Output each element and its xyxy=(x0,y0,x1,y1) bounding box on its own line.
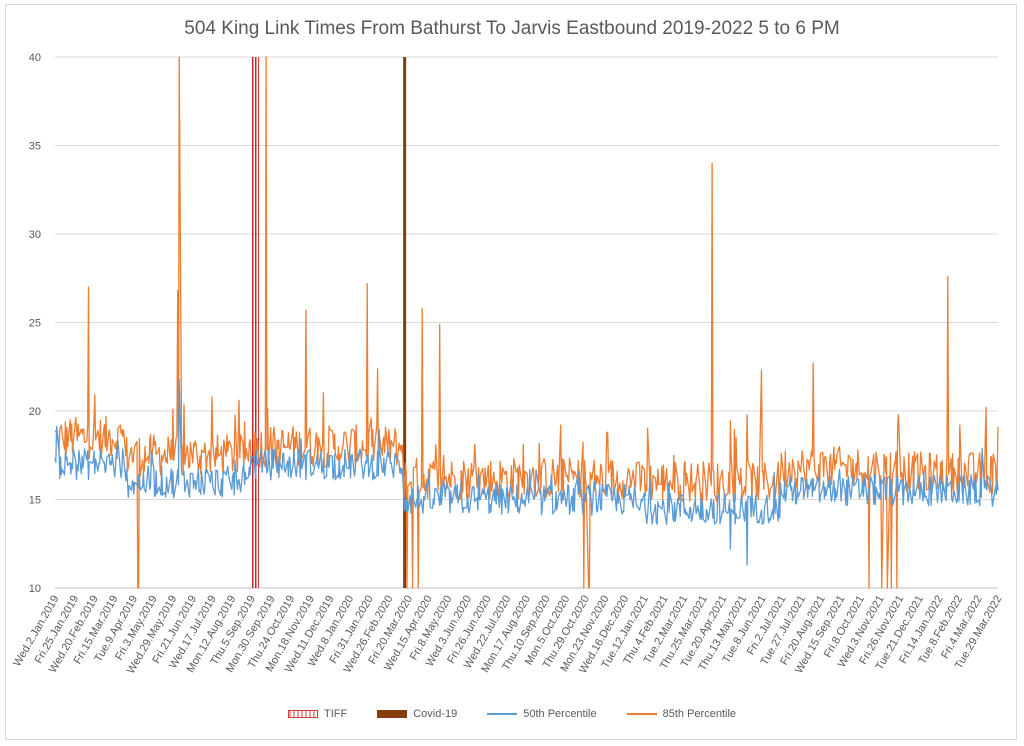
legend-item-p85: 85th Percentile xyxy=(626,708,737,720)
series-line-85th-percentile xyxy=(54,56,999,589)
legend-item-tiff: TIFF xyxy=(287,708,348,720)
chart-frame xyxy=(5,4,1017,740)
legend-swatch-covid xyxy=(377,710,408,718)
y-tick-label-15: 15 xyxy=(29,495,41,507)
y-tick-label-20: 20 xyxy=(29,406,41,418)
legend-item-covid: Covid-19 xyxy=(377,708,457,720)
legend: TIFF Covid-19 50th Percentile 85th Perce… xyxy=(0,708,1024,720)
legend-swatch-p50 xyxy=(487,713,518,715)
tiff-marker-bar xyxy=(250,57,259,588)
legend-label-p85: 85th Percentile xyxy=(662,708,737,720)
y-tick-label-40: 40 xyxy=(29,52,41,64)
y-tick-label-30: 30 xyxy=(29,229,41,241)
y-tick-label-35: 35 xyxy=(29,141,41,153)
legend-label-p50: 50th Percentile xyxy=(523,708,597,720)
legend-swatch-tiff xyxy=(287,710,318,718)
y-tick-label-10: 10 xyxy=(29,583,41,595)
covid-marker-bar xyxy=(403,57,407,588)
series-line-50th-percentile xyxy=(54,378,999,566)
legend-swatch-p85 xyxy=(626,713,657,715)
legend-label-tiff: TIFF xyxy=(323,708,348,720)
legend-label-covid: Covid-19 xyxy=(413,708,458,720)
legend-item-p50: 50th Percentile xyxy=(487,708,597,720)
chart-title: 504 King Link Times From Bathurst To Jar… xyxy=(184,18,840,39)
y-tick-label-25: 25 xyxy=(29,318,41,330)
